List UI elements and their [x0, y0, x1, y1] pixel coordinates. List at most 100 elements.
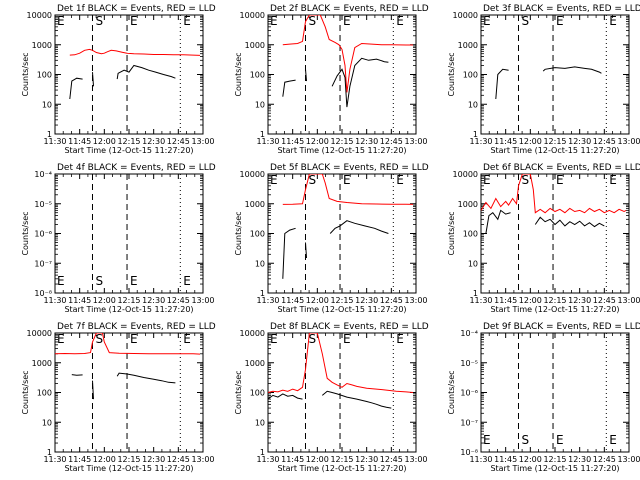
- panel-det-7f: Det 7f BLACK = Events, RED = LLD 1 10 100 10…: [21, 322, 216, 473]
- panel-det-5f: Det 5f BLACK = Events, RED = LLD 1 10 100 10…: [234, 163, 429, 314]
- x-tick-label: 12:45: [167, 296, 190, 305]
- y-tick-label: 10: [255, 418, 265, 427]
- panel-title: Det 2f BLACK = Events, RED = LLD: [270, 4, 429, 14]
- x-axis-label: Start Time (12-Oct-15 11:27:20): [490, 146, 619, 155]
- x-tick-label: 12:45: [593, 137, 616, 146]
- event-marker-label: S: [521, 433, 529, 447]
- y-tick-label: 1: [47, 130, 52, 139]
- panel-det-6f: Det 6f BLACK = Events, RED = LLD 1 10 100 10…: [447, 163, 640, 314]
- x-tick-label: 12:45: [167, 137, 190, 146]
- y-axis-label: Counts/sec: [447, 52, 456, 96]
- y-axis-label: Counts/sec: [234, 370, 243, 414]
- y-tick-label: 10⁻⁵: [460, 359, 478, 368]
- y-tick-label: 10⁻⁸: [34, 289, 52, 298]
- y-axis-label: Counts/sec: [21, 52, 30, 96]
- event-marker-label: S: [308, 14, 316, 28]
- events-rate-line: [116, 372, 176, 384]
- events-rate-line: [331, 57, 389, 108]
- y-tick-label: 10000: [240, 170, 265, 179]
- series-group: [495, 66, 602, 100]
- y-tick-label: 10⁻⁴: [34, 170, 52, 179]
- events-rate-line: [485, 209, 511, 234]
- x-tick-label: 11:45: [68, 296, 91, 305]
- x-tick-label: 13:00: [617, 296, 640, 305]
- panel-det-1f: Det 1f BLACK = Events, RED = LLD 1 10 100 10…: [21, 4, 216, 155]
- x-tick-label: 12:00: [93, 455, 116, 464]
- lld-rate-line: [268, 333, 414, 393]
- x-tick-label: 12:15: [117, 455, 140, 464]
- event-marker-label: E: [183, 14, 191, 28]
- x-tick-label: 11:45: [281, 296, 304, 305]
- series-group: [282, 174, 414, 279]
- event-marker-label: E: [130, 274, 138, 288]
- x-tick-label: 12:00: [519, 137, 542, 146]
- x-axis-label: Start Time (12-Oct-15 11:27:20): [277, 305, 406, 314]
- event-marker-label: S: [95, 332, 103, 346]
- x-tick-label: 12:15: [543, 296, 566, 305]
- event-marker-label: E: [556, 14, 564, 28]
- x-tick-label: 12:00: [306, 137, 329, 146]
- event-marker-label: E: [609, 173, 617, 187]
- event-marker-label: E: [343, 173, 351, 187]
- y-tick-label: 10⁻⁶: [34, 230, 52, 239]
- x-tick-label: 13:00: [617, 455, 640, 464]
- y-tick-label: 1000: [32, 359, 52, 368]
- event-marker-label: E: [483, 14, 491, 28]
- y-tick-label: 1000: [245, 359, 265, 368]
- y-tick-label: 1: [473, 289, 478, 298]
- y-tick-label: 100: [37, 71, 52, 80]
- x-tick-label: 11:30: [256, 455, 279, 464]
- y-tick-label: 10⁻⁷: [460, 418, 478, 427]
- panel-title: Det 7f BLACK = Events, RED = LLD: [57, 322, 216, 332]
- x-tick-label: 12:00: [519, 296, 542, 305]
- event-marker-label: E: [609, 14, 617, 28]
- events-rate-line: [534, 216, 605, 228]
- y-tick-label: 100: [37, 389, 52, 398]
- events-rate-line: [542, 66, 602, 74]
- event-marker-label: E: [57, 14, 65, 28]
- x-tick-label: 12:45: [380, 137, 403, 146]
- y-tick-label: 10: [42, 100, 52, 109]
- event-marker-label: E: [556, 433, 564, 447]
- y-tick-label: 10000: [453, 170, 478, 179]
- panel-det-9f: Det 9f BLACK = Events, RED = LLD 10⁻⁸ 10⁻⁷…: [447, 322, 640, 473]
- lld-rate-line: [55, 333, 201, 355]
- y-tick-label: 100: [463, 71, 478, 80]
- event-marker-label: S: [308, 332, 316, 346]
- panel-title: Det 8f BLACK = Events, RED = LLD: [270, 322, 429, 332]
- event-marker-label: E: [270, 14, 278, 28]
- events-rate-line: [495, 68, 509, 100]
- x-tick-label: 11:30: [43, 455, 66, 464]
- event-marker-label: E: [270, 173, 278, 187]
- x-tick-label: 12:15: [117, 137, 140, 146]
- panel-det-2f: Det 2f BLACK = Events, RED = LLD 1 10 100 10…: [234, 4, 429, 155]
- x-tick-label: 13:00: [191, 137, 214, 146]
- x-tick-label: 11:45: [494, 455, 517, 464]
- y-axis-label: Counts/sec: [234, 211, 243, 255]
- events-rate-line: [69, 77, 83, 100]
- x-tick-label: 11:45: [494, 296, 517, 305]
- y-tick-label: 100: [250, 389, 265, 398]
- series-group: [55, 333, 201, 400]
- x-tick-label: 12:00: [519, 455, 542, 464]
- y-axis-label: Counts/sec: [234, 52, 243, 96]
- event-marker-label: E: [396, 173, 404, 187]
- x-tick-label: 12:30: [568, 455, 591, 464]
- event-marker-label: S: [521, 173, 529, 187]
- y-tick-label: 10: [468, 259, 478, 268]
- y-tick-label: 1000: [32, 41, 52, 50]
- panel-title: Det 5f BLACK = Events, RED = LLD: [270, 163, 429, 173]
- x-tick-label: 12:30: [142, 137, 165, 146]
- y-tick-label: 10: [255, 259, 265, 268]
- x-tick-label: 12:30: [568, 137, 591, 146]
- x-tick-label: 12:45: [380, 455, 403, 464]
- y-tick-label: 100: [463, 230, 478, 239]
- lld-rate-line: [282, 15, 413, 93]
- events-rate-line: [268, 393, 303, 400]
- series-group: [481, 174, 627, 234]
- x-axis-label: Start Time (12-Oct-15 11:27:20): [490, 305, 619, 314]
- x-tick-label: 12:15: [330, 137, 353, 146]
- plot-frame: [480, 173, 630, 294]
- lld-rate-line: [69, 48, 201, 56]
- plot-frame: [54, 14, 204, 135]
